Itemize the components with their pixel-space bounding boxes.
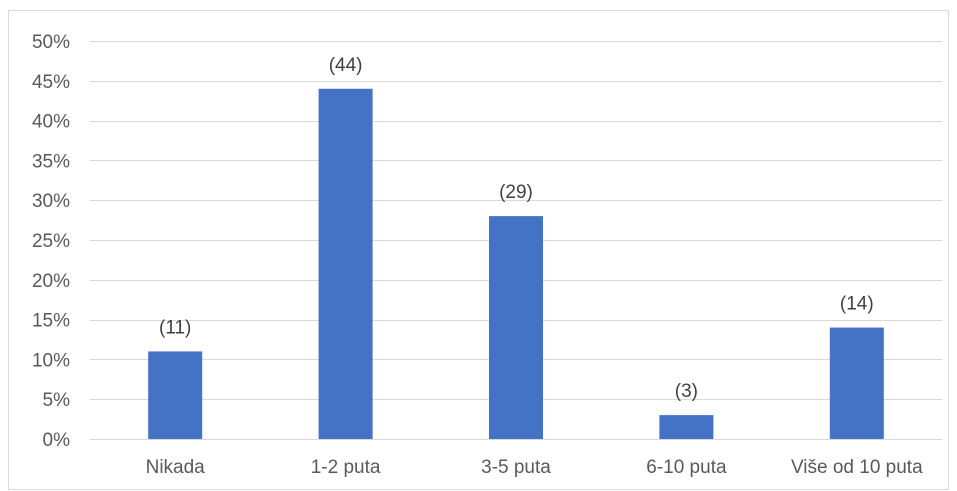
y-tick-label: 45% — [32, 72, 70, 93]
data-label-nikada: (11) — [159, 317, 191, 338]
x-tick-label-6-10-puta: 6-10 puta — [646, 457, 727, 478]
x-axis: Nikada 1-2 puta 3-5 puta 6-10 puta Više od 1… — [146, 457, 923, 478]
gridlines — [90, 41, 942, 440]
bar-6-10-puta — [659, 415, 714, 439]
bar-3-5-puta — [489, 216, 543, 439]
y-tick-label: 50% — [32, 32, 70, 53]
y-tick-label: 5% — [43, 390, 71, 411]
y-tick-label: 30% — [32, 191, 70, 212]
y-tick-label: 10% — [32, 350, 70, 371]
y-tick-label: 25% — [32, 231, 70, 252]
y-tick-label: 35% — [32, 151, 70, 172]
data-label-vise-od-10-puta: (14) — [840, 294, 874, 315]
data-label-3-5-puta: (29) — [499, 182, 533, 203]
y-tick-label: 0% — [43, 430, 71, 451]
bar-vise-od-10-puta — [829, 327, 884, 439]
y-tick-label: 20% — [32, 271, 70, 292]
bar-1-2-puta — [318, 88, 373, 439]
y-tick-label: 15% — [32, 311, 70, 332]
x-tick-label-1-2-puta: 1-2 puta — [311, 457, 381, 478]
x-tick-label-3-5-puta: 3-5 puta — [481, 457, 551, 478]
x-tick-label-nikada: Nikada — [146, 457, 206, 478]
bar-nikada — [148, 351, 203, 439]
data-label-6-10-puta: (3) — [675, 381, 698, 402]
data-label-1-2-puta: (44) — [329, 55, 363, 76]
y-tick-label: 40% — [32, 112, 70, 133]
data-labels: (11) (44) (29) (3) (14) — [159, 55, 874, 402]
y-axis: 0% 5% 10% 15% 20% 25% 30% 35% 40% 45% 50% — [32, 32, 70, 451]
x-tick-label-vise-od-10-puta: Više od 10 puta — [791, 457, 923, 478]
bars — [148, 88, 884, 439]
